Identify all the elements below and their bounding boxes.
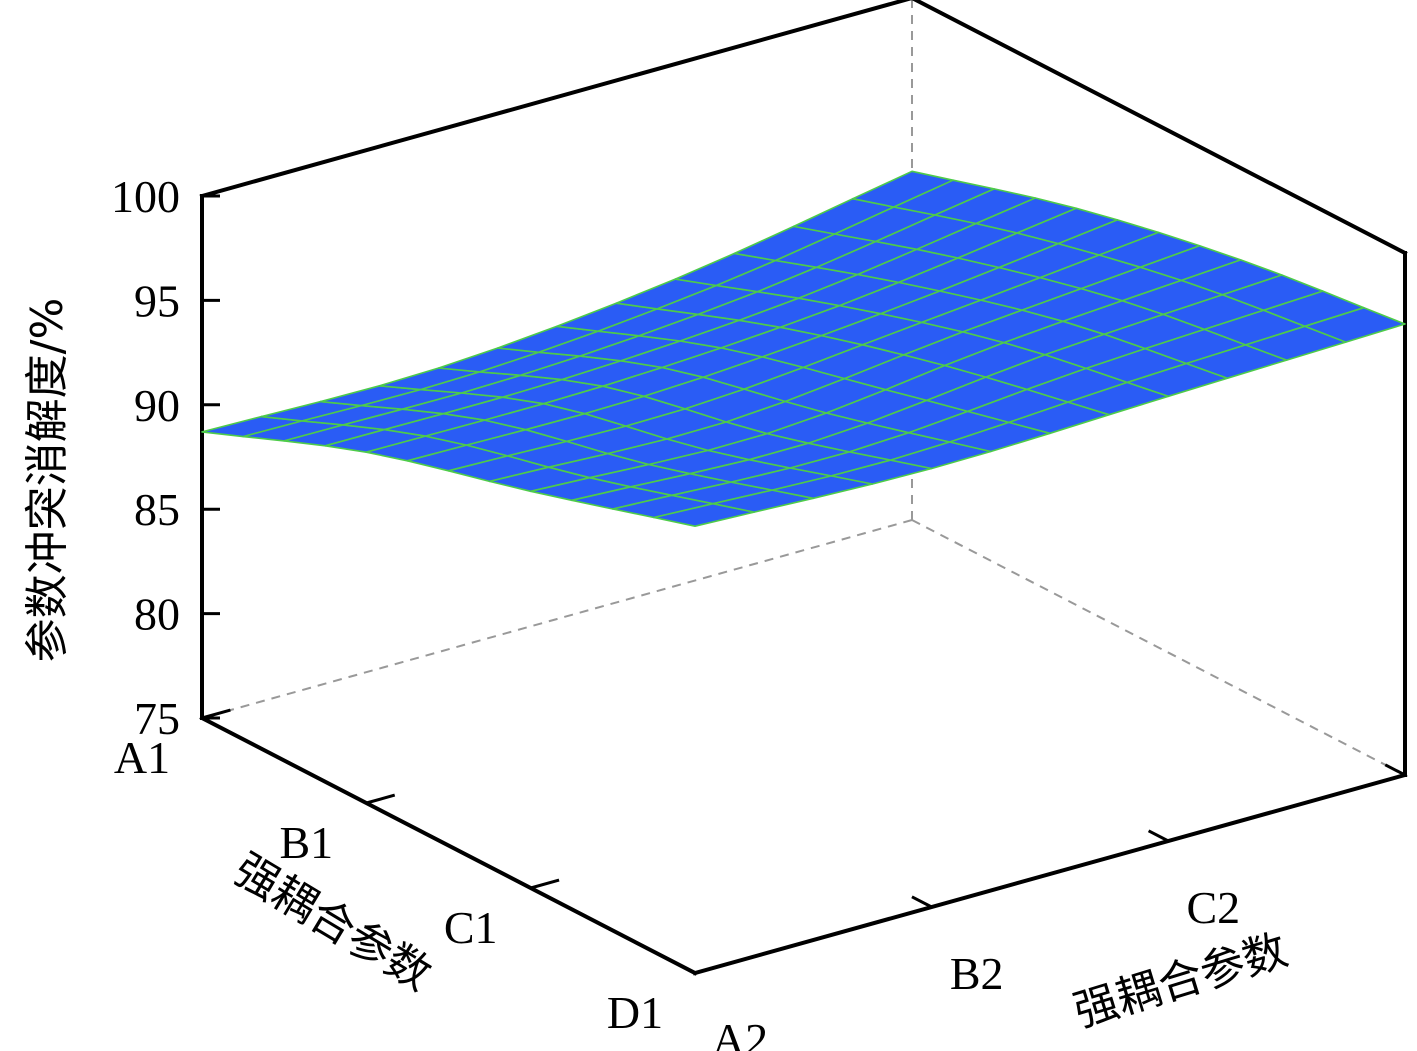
box-top-edge — [911, 0, 1408, 256]
y-tick — [911, 895, 933, 909]
x-tick — [365, 793, 396, 805]
z-tick-label: 85 — [134, 484, 180, 535]
x-tick — [694, 963, 724, 975]
x-tick-label: A1 — [114, 732, 170, 783]
z-tick-label: 75 — [134, 693, 180, 744]
x-tick — [530, 878, 560, 890]
z-tick-label: 100 — [111, 171, 180, 222]
y-tick-label: C2 — [1186, 882, 1240, 933]
axes — [199, 0, 1408, 976]
x-tick-label: C1 — [444, 902, 498, 953]
y-tick-label: A2 — [712, 1014, 768, 1051]
box-top-edge — [199, 0, 913, 199]
axis-ticks: 7580859095100A1B1C1D1A2B2C2D2 — [111, 171, 1406, 1051]
x-tick-label: B1 — [279, 817, 333, 868]
surface-plot — [201, 170, 1406, 528]
back-guide-line — [201, 519, 913, 719]
back-guide-line — [911, 519, 1406, 776]
x-tick — [201, 708, 231, 720]
z-axis-title: 参数冲突消解度/% — [22, 298, 73, 663]
z-tick-label: 80 — [134, 589, 180, 640]
z-tick-label: 90 — [134, 380, 180, 431]
x-tick-label: D1 — [607, 987, 663, 1038]
surface-patch — [1304, 306, 1406, 343]
y-tick-label: B2 — [950, 948, 1004, 999]
y-tick — [1384, 763, 1406, 777]
y-axis-title: 强耦合参数 — [1068, 925, 1293, 1038]
x-axis-line — [199, 715, 698, 976]
y-tick — [674, 961, 696, 975]
y-tick — [1147, 829, 1170, 843]
z-tick-label: 95 — [134, 275, 180, 326]
y-axis-line — [692, 772, 1408, 976]
